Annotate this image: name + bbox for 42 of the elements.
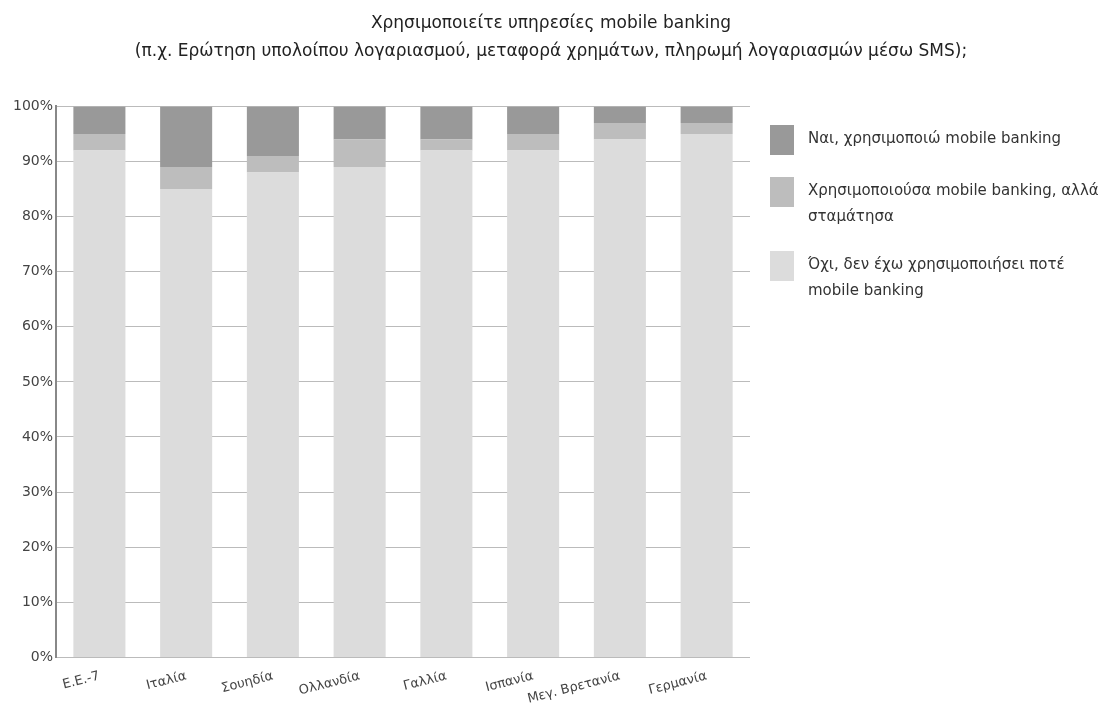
y-tick-label: 30% [21,482,54,499]
x-tick-label: Σουηδία [219,667,275,696]
y-tick-label: 20% [21,537,54,554]
bar [680,133,733,657]
bar [73,106,126,134]
bar [507,150,560,657]
bar [420,150,473,657]
bar [420,106,473,140]
y-tick-label: 80% [21,207,54,224]
y-tick-label: 0% [30,648,54,665]
x-tick-label: Ιταλία [144,667,188,693]
chart-title: Χρησιμοποιείτε υπηρεσίες mobile banking [369,11,733,34]
bar [507,106,560,134]
y-tick-label: 50% [21,372,54,389]
bar [593,106,646,123]
x-tick-label: Ε.Ε.-7 [60,667,101,692]
bar [420,139,473,151]
legend-label: Όχι, δεν έχω χρησιμοποιήσει ποτέ mobile banking [808,254,1066,301]
x-tick-label: Γαλλία [401,667,448,694]
legend-label: Χρησιμοποιούσα mobile banking, αλλά σταμάτησα [808,180,1100,227]
bar [680,106,733,123]
bar [507,133,560,151]
bar [333,167,386,657]
bar [333,106,386,140]
bar [160,189,213,657]
bar [593,139,646,657]
y-tick-label: 10% [21,592,54,609]
y-tick-label: 90% [21,152,54,169]
bar [246,106,299,156]
bar [73,150,126,657]
chart-subtitle: (π.χ. Ερώτηση υπολοίπου λογαριασμού, μεταφορά χρημάτων, πληρωμή λογαριασμών μέσω SMS); [133,39,969,62]
y-tick-label: 70% [21,262,54,279]
bar [593,122,646,140]
y-tick-label: 60% [21,317,54,334]
bar [73,133,126,151]
legend-label: Ναι, χρησιμοποιώ mobile banking [808,128,1062,149]
bar [680,122,733,134]
bar [160,106,213,168]
bar [246,172,299,657]
y-tick-label: 40% [21,427,54,444]
y-tick-label: 100% [12,97,54,114]
bar [160,167,213,190]
